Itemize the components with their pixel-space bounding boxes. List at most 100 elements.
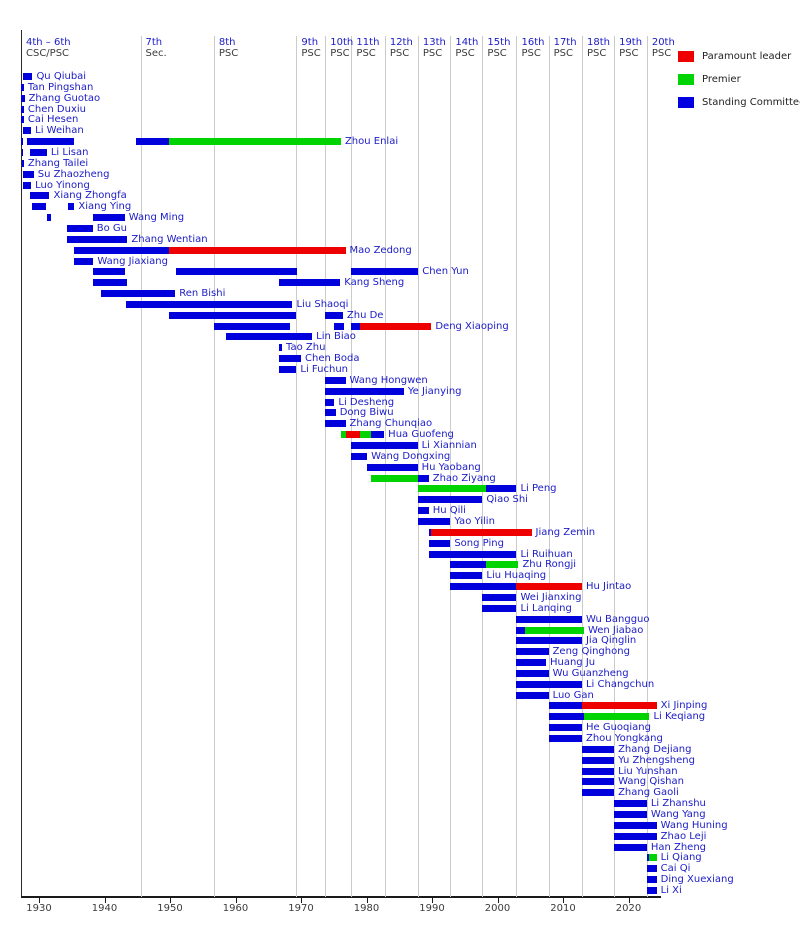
person-name-label: Jiang Zemin — [535, 526, 596, 538]
person-name-label: Qu Qiubai — [36, 71, 87, 82]
person-name-label: Li Keqiang — [653, 711, 706, 723]
tenure-bar-sc — [350, 322, 360, 330]
tenure-bar-sc — [30, 148, 47, 156]
tenure-bar-sc — [100, 290, 176, 298]
tenure-bar-sc — [516, 659, 546, 667]
tenure-bar-sc — [548, 735, 582, 743]
person-name-label: Liu Huaqing — [486, 570, 547, 582]
tenure-bar-sc — [614, 843, 647, 851]
tenure-bar-sc — [67, 203, 75, 211]
congress-gridline — [351, 36, 353, 897]
x-axis-tick-label: 2020 — [615, 903, 642, 914]
tenure-bar-leader — [168, 246, 346, 254]
person-name-label: Ye Jianying — [407, 385, 462, 397]
legend-label: Paramount leader — [702, 51, 792, 62]
person-name-label: Zhang Gaoli — [618, 787, 679, 799]
congress-header-ordinal: 10th — [330, 37, 354, 48]
person-name-label: Hu Yaobang — [421, 461, 481, 473]
tenure-bar-sc — [21, 83, 24, 91]
congress-header-body: PSC — [521, 48, 541, 59]
person-name-label: Zhang Dejiang — [618, 743, 692, 755]
paramount-leader-swatch-icon — [678, 51, 694, 62]
person-name-label: Luo Yinong — [35, 179, 90, 191]
person-name-label: Chen Boda — [305, 353, 360, 365]
person-name-label: Ren Bishi — [179, 288, 226, 300]
congress-header-body: PSC — [455, 48, 475, 59]
tenure-bar-sc — [67, 224, 93, 232]
x-axis-tick — [235, 898, 237, 903]
tenure-bar-sc — [646, 865, 657, 873]
person-name-label: Kang Sheng — [344, 277, 405, 289]
tenure-bar-sc — [21, 105, 24, 113]
x-axis-tick — [563, 898, 564, 903]
congress-gridline — [482, 36, 484, 897]
congress-header-ordinal: 13th — [422, 37, 446, 48]
congress-gridline — [417, 36, 419, 897]
tenure-bar-sc — [21, 148, 24, 156]
person-name-label: Li Xi — [660, 884, 682, 896]
tenure-bar-sc — [351, 268, 419, 276]
person-name-label: Li Zhanshu — [650, 798, 706, 810]
tenure-bar-sc — [325, 387, 404, 395]
tenure-bar-sc — [334, 322, 344, 330]
congress-header-body: PSC — [651, 48, 672, 59]
congress-header-body: PSC — [389, 48, 410, 59]
tenure-bar-sc — [371, 431, 385, 439]
congress-header-body: PSC — [553, 48, 573, 59]
person-name-label: Zhu Rongji — [522, 559, 577, 571]
person-name-label: Wang Jiaxiang — [97, 255, 168, 267]
person-name-label: Deng Xiaoping — [435, 320, 509, 332]
congress-header-ordinal: 18th — [586, 37, 610, 48]
legend-item-premier: Premier — [678, 74, 800, 85]
congress-gridline — [581, 36, 583, 897]
congress-header-ordinal: 11th — [356, 37, 380, 48]
tenure-bar-sc — [482, 593, 517, 601]
x-axis-line — [21, 896, 661, 898]
person-name-label: Wang Hongwen — [349, 374, 428, 386]
congress-header-body: CSC/PSC — [25, 48, 70, 59]
congress-header-body: PSC — [356, 48, 376, 59]
tenure-bar-premier — [486, 561, 519, 569]
x-axis-tick-label: 2010 — [550, 903, 576, 914]
tenure-bar-sc — [73, 246, 169, 254]
tenure-bar-sc — [581, 745, 615, 753]
tenure-bar-sc — [428, 528, 432, 536]
y-axis-spine — [21, 30, 22, 897]
tenure-bar-sc — [614, 800, 647, 808]
congress-header-ordinal: 4th – 6th — [25, 37, 71, 48]
person-name-label: Zhao Leji — [660, 830, 707, 842]
tenure-bar-sc — [418, 507, 429, 515]
tenure-bar-sc — [325, 376, 346, 384]
person-name-label: Su Zhaozheng — [37, 168, 110, 180]
tenure-bar-sc — [548, 724, 582, 732]
person-name-label: Zhang Guotao — [28, 92, 101, 104]
person-name-label: Cai Hesen — [27, 114, 79, 126]
premier-swatch-icon — [678, 74, 694, 85]
tenure-bar-sc — [23, 127, 32, 135]
tenure-bar-sc — [614, 811, 647, 818]
person-name-label: Xiang Ying — [78, 201, 132, 213]
tenure-bar-sc — [126, 300, 293, 308]
person-name-label: Wang Huning — [660, 819, 728, 831]
tenure-bar-sc — [279, 279, 341, 287]
congress-header-body: Sec. — [145, 48, 167, 59]
person-name-label: Chen Duxiu — [27, 103, 86, 115]
tenure-bar-sc — [73, 257, 94, 265]
congress-header-ordinal: 12th — [389, 37, 413, 48]
person-name-label: Xiang Zhongfa — [53, 190, 127, 202]
x-axis-tick-label: 1930 — [26, 903, 52, 914]
tenure-bar-sc — [92, 279, 127, 287]
person-name-label: Li Xiannian — [421, 440, 477, 451]
tenure-bar-sc — [485, 485, 517, 493]
tenure-bar-sc — [450, 561, 487, 569]
person-name-label: Jia Qinglin — [585, 635, 637, 647]
person-name-label: Bo Gu — [96, 222, 127, 234]
x-axis-tick-label: 1980 — [353, 903, 380, 914]
congress-gridline — [325, 36, 327, 897]
tenure-bar-sc — [516, 637, 582, 645]
congress-header-ordinal: 7th — [145, 37, 163, 48]
x-axis-tick — [301, 898, 302, 903]
tenure-bar-premier — [583, 713, 650, 721]
tenure-bar-sc — [614, 821, 657, 829]
congress-header-body: PSC — [619, 48, 639, 59]
